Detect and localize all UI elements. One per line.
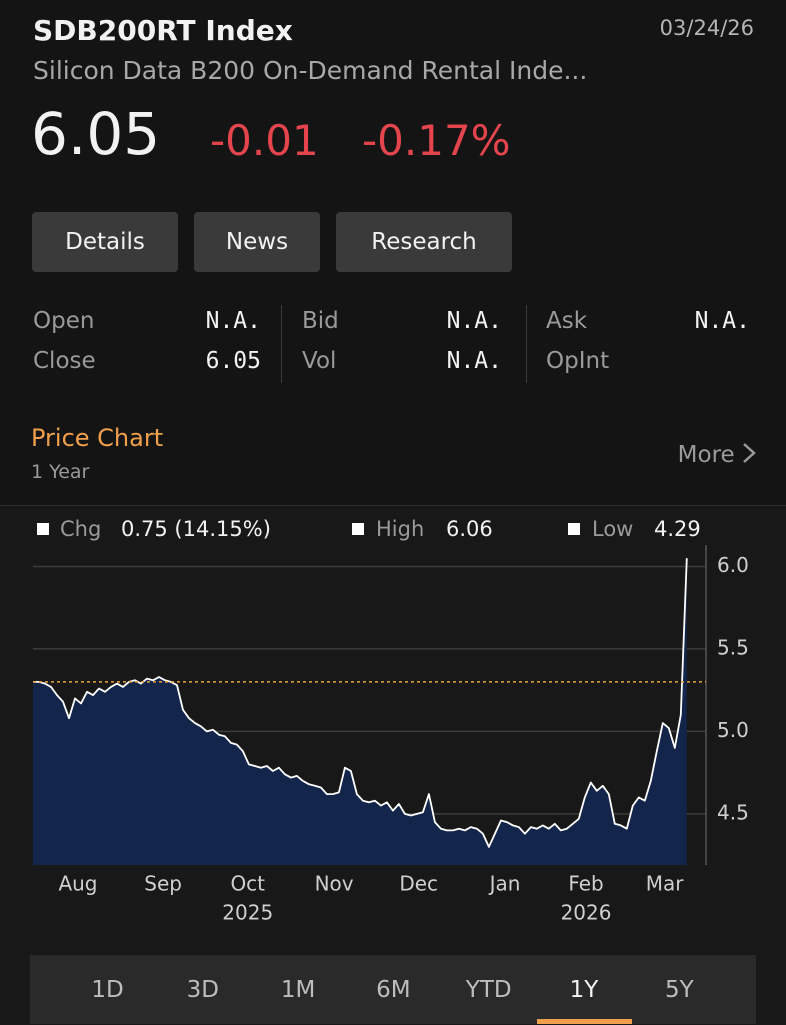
x-tick-label: Mar bbox=[646, 872, 685, 896]
quote-value: N.A. bbox=[446, 308, 502, 334]
period-button[interactable]: YTD bbox=[465, 976, 512, 1003]
more-label: More bbox=[677, 442, 735, 468]
period-bar: 1D 3D 1M 6M YTD 1Y 5Y bbox=[30, 955, 756, 1024]
price: 6.05 bbox=[31, 100, 161, 168]
period-button[interactable]: 1M bbox=[280, 976, 316, 1003]
tab-button[interactable]: News bbox=[194, 212, 320, 272]
quote-label: Ask bbox=[546, 308, 588, 334]
x-year-label: 2025 bbox=[222, 901, 273, 925]
stat-label: Chg bbox=[60, 517, 101, 541]
quote-value: N.A. bbox=[694, 308, 750, 334]
chevron bbox=[743, 443, 756, 463]
x-tick-label: Dec bbox=[399, 872, 438, 896]
divider bbox=[526, 305, 527, 383]
legend-swatch bbox=[568, 523, 580, 535]
area bbox=[33, 558, 687, 865]
legend-swatch bbox=[37, 523, 49, 535]
x-tick-label: Jan bbox=[488, 872, 521, 896]
quote-label: Vol bbox=[302, 348, 337, 374]
tab-button[interactable]: Research bbox=[336, 212, 512, 272]
quote-label: Open bbox=[33, 308, 95, 334]
x-tick-label: Oct bbox=[230, 872, 265, 896]
legend-swatch bbox=[352, 523, 364, 535]
divider bbox=[281, 305, 282, 383]
section-subtitle: 1 Year bbox=[31, 461, 90, 483]
ticker: SDB200RT Index bbox=[33, 14, 293, 47]
section-title: Price Chart bbox=[31, 424, 164, 452]
stat-value: 6.06 bbox=[446, 517, 493, 541]
stat-label: Low bbox=[592, 517, 633, 541]
quote-label: Close bbox=[33, 348, 96, 374]
line bbox=[33, 558, 688, 848]
x-tick-label: Sep bbox=[144, 872, 182, 896]
change: -0.01 bbox=[210, 116, 319, 165]
x-tick-label: Feb bbox=[568, 872, 603, 896]
period-button[interactable]: 5Y bbox=[664, 976, 694, 1003]
stat-label: High bbox=[376, 517, 424, 541]
quote-label: Bid bbox=[302, 308, 339, 334]
period-button[interactable]: 6M bbox=[376, 976, 411, 1003]
y-tick-label: 6.0 bbox=[717, 553, 749, 577]
y-tick-label: 4.5 bbox=[717, 800, 749, 824]
x-tick-label: Aug bbox=[58, 872, 97, 896]
change-percent: -0.17% bbox=[362, 116, 511, 165]
more-link[interactable]: More bbox=[678, 442, 756, 468]
quote-value: N.A. bbox=[205, 308, 261, 334]
period-button[interactable]: 1Y bbox=[536, 955, 632, 1024]
stat-value: 4.29 bbox=[654, 517, 701, 541]
date: 03/24/26 bbox=[659, 16, 754, 40]
chart: Chg 0.75 (14.15%) High 6.06 Low 4.29 4.5 5.0 5.5… bbox=[33, 517, 749, 925]
x-year-label: 2026 bbox=[561, 901, 612, 925]
stat-value: 0.75 (14.15%) bbox=[121, 517, 271, 541]
y-tick-label: 5.5 bbox=[717, 635, 749, 659]
quote-label: OpInt bbox=[546, 348, 610, 374]
tab-button[interactable]: Details bbox=[32, 212, 178, 272]
y-tick-label: 5.0 bbox=[717, 718, 749, 742]
period-button[interactable]: 1D bbox=[91, 976, 124, 1003]
quote-value: 6.05 bbox=[205, 348, 261, 374]
security-name: Silicon Data B200 On-Demand Rental Inde.… bbox=[33, 56, 588, 85]
quote-value: N.A. bbox=[446, 348, 502, 374]
x-tick-label: Nov bbox=[315, 872, 354, 896]
period-button[interactable]: 3D bbox=[186, 976, 219, 1003]
